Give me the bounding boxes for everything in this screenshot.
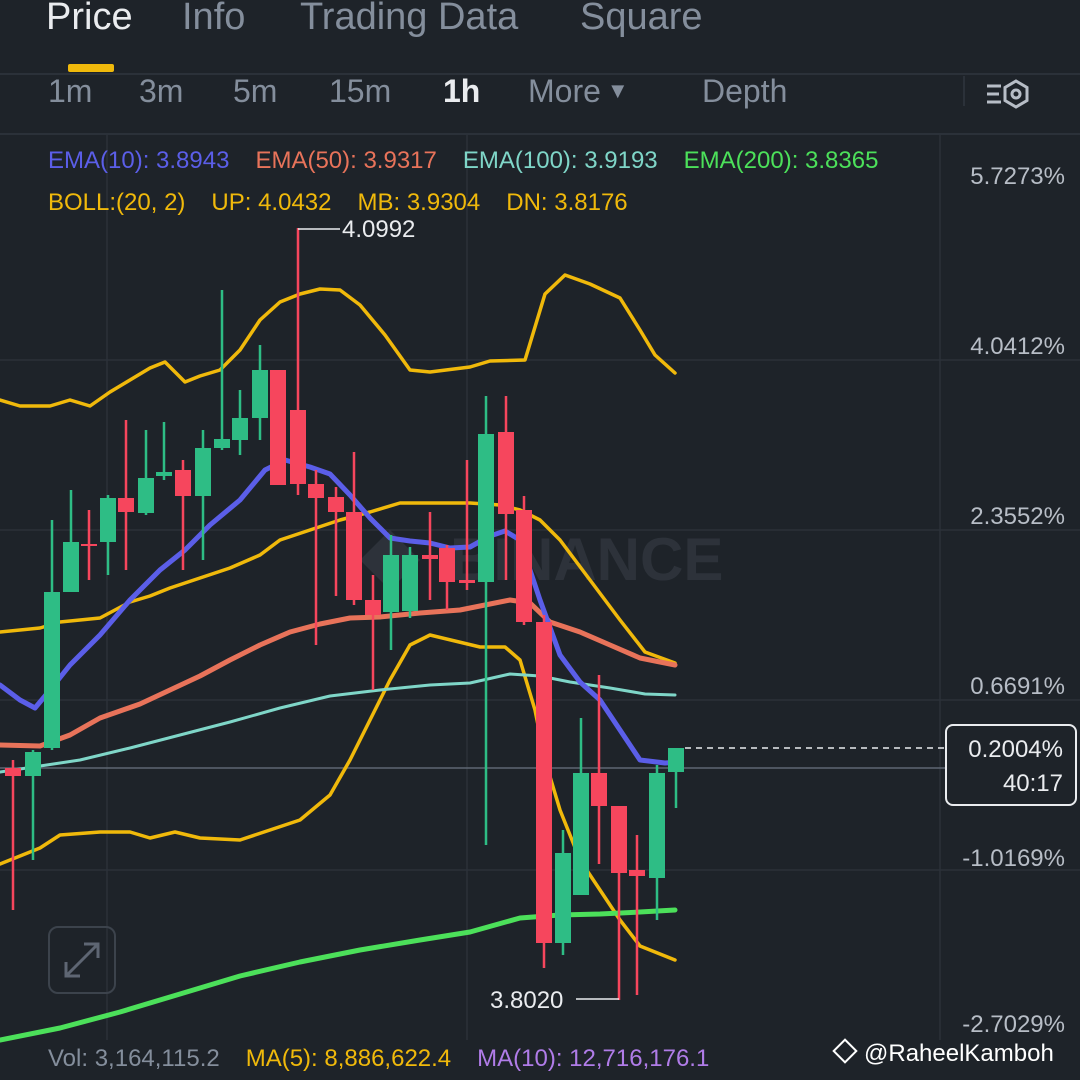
candle-up	[478, 434, 494, 582]
expand-icon	[64, 942, 100, 978]
volume-value: Vol: 3,164,115.2	[48, 1045, 220, 1072]
volume-ma10: MA(10): 12,716,176.1	[477, 1045, 710, 1072]
ema50-label: EMA(50): 3.9317	[255, 147, 437, 174]
y-axis-label: 4.0412%	[970, 333, 1065, 360]
candle-up	[214, 439, 230, 448]
chart-layout-icon[interactable]	[985, 78, 1031, 110]
tab-trading-data[interactable]: Trading Data	[300, 0, 519, 38]
tab-price[interactable]: Price	[46, 0, 133, 38]
ema200-label: EMA(200): 3.8365	[683, 147, 879, 174]
volume-ma5: MA(5): 8,886,622.4	[245, 1045, 452, 1072]
current-price-box: 0.2004% 40:17	[945, 724, 1077, 806]
candle-up	[156, 472, 172, 476]
top-tabs: Price Info Trading Data Square	[0, 0, 1080, 72]
ema50-line	[0, 597, 678, 749]
candle-down	[629, 870, 645, 876]
candle-down	[516, 510, 532, 622]
candle-down	[270, 370, 286, 485]
candle-down	[308, 484, 324, 498]
interval-bar: 1m 3m 5m 15m 1h More ▼ Depth	[0, 72, 1080, 134]
boll-legend: BOLL:(20, 2) UP: 4.0432 MB: 3.9304 DN: 3.81…	[48, 189, 654, 217]
binance-watermark: BINANCE	[450, 526, 723, 593]
interval-1m[interactable]: 1m	[48, 73, 93, 109]
candle-countdown: 40:17	[1002, 770, 1063, 797]
candle-down	[5, 768, 21, 776]
interval-5m[interactable]: 5m	[233, 73, 278, 109]
candle-down	[346, 512, 362, 600]
tab-info[interactable]: Info	[182, 0, 246, 38]
volume-legend: Vol: 3,164,115.2 MA(5): 8,886,622.4 MA(10)…	[48, 1045, 735, 1073]
candle-up	[100, 498, 116, 542]
boll-dn: DN: 3.8176	[506, 189, 628, 216]
boll-up: UP: 4.0432	[211, 189, 332, 216]
candle-up	[252, 370, 268, 418]
y-axis-label: 0.6691%	[970, 673, 1065, 700]
interval-1h[interactable]: 1h	[443, 73, 481, 109]
boll-params: BOLL:(20, 2)	[48, 189, 186, 216]
candle-up	[555, 853, 571, 943]
candle-up	[402, 555, 418, 611]
boll-lower-line	[0, 633, 677, 962]
active-tab-indicator	[68, 64, 114, 72]
ema100-label: EMA(100): 3.9193	[462, 147, 658, 174]
candle-up	[649, 773, 665, 878]
interval-15m[interactable]: 15m	[329, 73, 392, 109]
expand-button[interactable]	[48, 926, 116, 994]
candle-up	[668, 748, 684, 772]
divider	[0, 133, 1080, 135]
watermark-username: @RaheelKamboh	[864, 1040, 1054, 1067]
ema-legend: EMA(10): 3.8943 EMA(50): 3.9317 EMA(100): …	[48, 147, 904, 175]
boll-upper-line	[0, 273, 677, 408]
y-axis-label: 5.7273%	[970, 163, 1065, 190]
ema10-line	[0, 457, 683, 766]
candle-down	[459, 580, 475, 583]
divider	[963, 76, 965, 106]
more-dropdown[interactable]: More ▼	[528, 72, 629, 110]
divider	[0, 73, 1080, 75]
high-price-label: 4.0992	[342, 216, 415, 243]
candle-up	[44, 592, 60, 748]
current-change-pct: 0.2004%	[968, 736, 1063, 763]
tab-square[interactable]: Square	[580, 0, 703, 38]
y-axis-label: -1.0169%	[962, 845, 1065, 872]
boll-mb: MB: 3.9304	[357, 189, 481, 216]
user-watermark: @RaheelKamboh	[832, 1038, 1054, 1068]
candle-down	[422, 555, 438, 559]
more-caret-icon: ▼	[606, 78, 629, 103]
candle-down	[498, 432, 514, 514]
candle-down	[611, 806, 627, 873]
candle-down	[591, 773, 607, 806]
candle-down	[118, 498, 134, 512]
candle-down	[439, 548, 455, 582]
candle-up	[573, 773, 589, 895]
binance-diamond-icon	[832, 1038, 858, 1064]
interval-3m[interactable]: 3m	[139, 73, 184, 109]
more-label: More	[528, 73, 601, 109]
depth-tab[interactable]: Depth	[702, 73, 788, 109]
candle-down	[536, 622, 552, 943]
y-axis-label: -2.7029%	[962, 1011, 1065, 1038]
candle-down	[365, 600, 381, 615]
candle-down	[81, 544, 97, 546]
ema200-line	[0, 907, 678, 1043]
candle-up	[25, 752, 41, 776]
candle-up	[63, 542, 79, 592]
candle-down	[175, 470, 191, 496]
y-axis-label: 2.3552%	[970, 503, 1065, 530]
candle-up	[138, 478, 154, 513]
ema100-line	[0, 672, 677, 774]
candle-up	[383, 555, 399, 612]
candle-down	[290, 410, 306, 484]
low-price-label: 3.8020	[490, 987, 563, 1014]
candle-up	[232, 418, 248, 440]
candle-up	[195, 448, 211, 496]
ema10-label: EMA(10): 3.8943	[48, 147, 230, 174]
candle-down	[328, 497, 344, 512]
